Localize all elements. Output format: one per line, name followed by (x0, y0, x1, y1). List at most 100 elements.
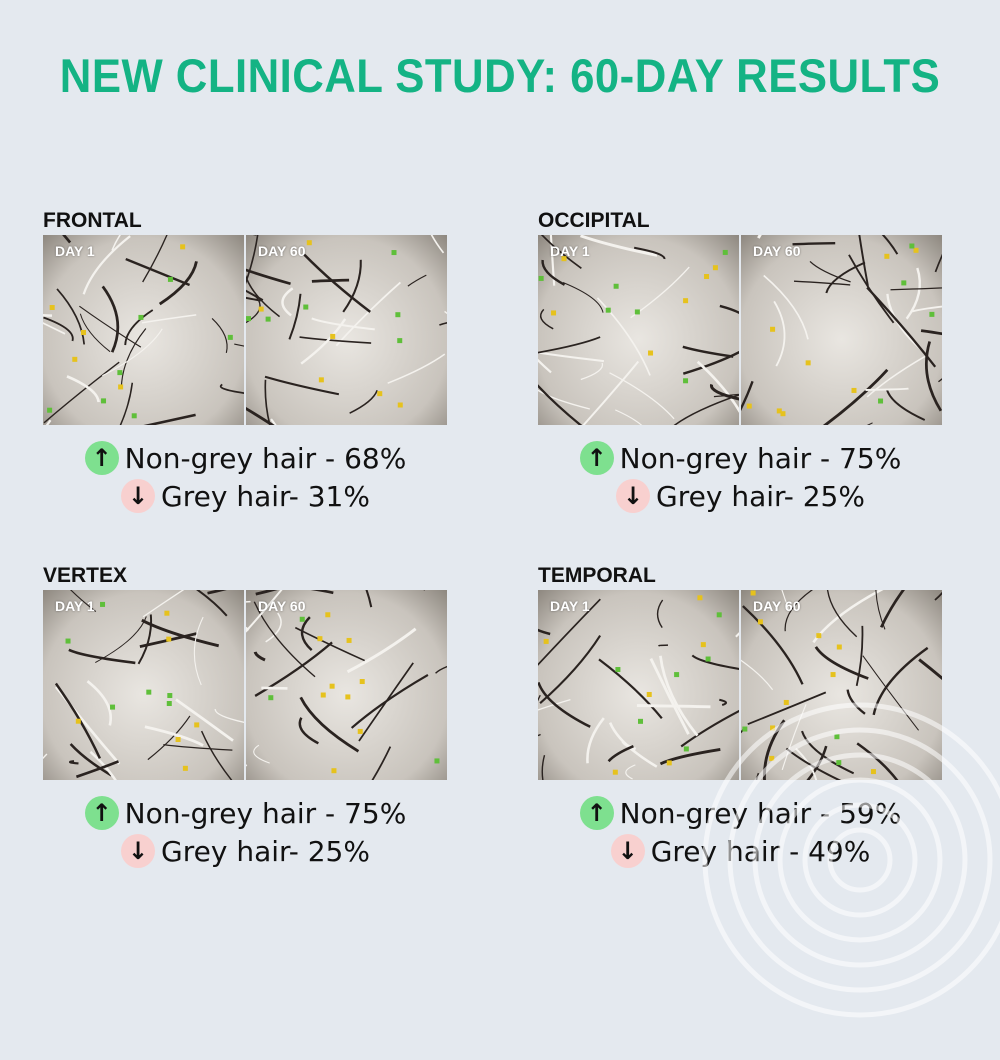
day-label: DAY 1 (55, 598, 95, 614)
hair-strand (683, 347, 733, 357)
hair-strand (445, 311, 447, 359)
hair-strand (265, 380, 279, 425)
hair-marker (648, 351, 653, 356)
day60-photo: DAY 60 (246, 235, 447, 425)
hair-strand (720, 306, 739, 318)
hair-marker (268, 695, 273, 700)
hair-marker (259, 307, 264, 312)
day-label: DAY 1 (550, 598, 590, 614)
hair-marker (330, 684, 335, 689)
hair-marker (914, 248, 919, 253)
hair-marker (194, 722, 199, 727)
hair-marker (246, 316, 251, 321)
hair-strand (246, 602, 251, 604)
hair-marker (398, 402, 403, 407)
hair-strand (868, 235, 897, 254)
hair-strand (436, 659, 447, 673)
hair-strand (43, 312, 52, 316)
hair-marker (167, 701, 172, 706)
hair-strand (538, 304, 551, 373)
hair-strand (254, 745, 270, 763)
hair-strand (538, 682, 590, 726)
hair-marker (614, 284, 619, 289)
day-label: DAY 60 (258, 598, 305, 614)
hair-strand (246, 235, 259, 297)
hair-marker (929, 312, 934, 317)
arrow-down-icon: ↓ (121, 834, 155, 868)
hair-strand (538, 695, 540, 752)
hair-strand (271, 419, 290, 425)
day60-photo: DAY 60 (741, 235, 942, 425)
hair-marker (683, 378, 688, 383)
hair-marker (397, 338, 402, 343)
hair-strand (849, 255, 894, 323)
hair-strand (921, 331, 942, 343)
hair-marker (66, 639, 71, 644)
hair-strand (599, 659, 662, 718)
hair-marker (132, 413, 137, 418)
hair-marker (551, 310, 556, 315)
hair-marker (704, 274, 709, 279)
hair-marker (166, 637, 171, 642)
hair-marker (360, 679, 365, 684)
hair-strand (807, 423, 873, 425)
arrow-up-icon: ↑ (85, 441, 119, 475)
hair-strand (439, 316, 447, 325)
hair-strand (912, 305, 942, 312)
hair-marker (117, 370, 122, 375)
hair-strand (87, 681, 110, 725)
hair-marker (176, 737, 181, 742)
hair-strand (350, 390, 378, 413)
hair-marker (878, 399, 883, 404)
hair-marker (747, 404, 752, 409)
hair-marker (683, 298, 688, 303)
hair-marker (146, 690, 151, 695)
hair-marker (317, 636, 322, 641)
arrow-down-icon: ↓ (121, 479, 155, 513)
hair-strand (301, 697, 359, 751)
hair-strand (810, 261, 851, 281)
hair-marker (47, 408, 52, 413)
hair-strand (581, 236, 658, 256)
hair-strand (538, 734, 541, 755)
panel-label: FRONTAL (43, 209, 448, 235)
hair-strand (44, 362, 119, 423)
hair-strand (103, 286, 118, 352)
hair-marker (138, 315, 143, 320)
hair-marker (606, 308, 611, 313)
hair-marker (319, 377, 324, 382)
hair-marker (697, 595, 702, 600)
day-label: DAY 60 (258, 243, 305, 259)
hair-marker (168, 277, 173, 282)
hair-marker (758, 619, 763, 624)
hair-marker (851, 388, 856, 393)
hair-strand (683, 342, 739, 373)
non-grey-stat: Non-grey hair - 75% (620, 442, 902, 475)
hair-strand (134, 415, 196, 425)
hair-marker (638, 719, 643, 724)
hair-marker (321, 693, 326, 698)
hair-marker (358, 729, 363, 734)
hair-marker (100, 602, 105, 607)
hair-strand (126, 259, 190, 285)
hair-strand (935, 235, 942, 272)
hair-strand (142, 315, 196, 323)
hair-strand (57, 289, 84, 344)
non-grey-stat: Non-grey hair - 68% (125, 442, 407, 475)
hair-marker (307, 240, 312, 245)
hair-marker (118, 384, 123, 389)
hair-marker (76, 719, 81, 724)
hair-strand (212, 318, 227, 352)
hair-strand (359, 663, 413, 741)
day-label: DAY 60 (753, 243, 800, 259)
grey-stat: Grey hair- 25% (656, 480, 865, 513)
hair-marker (701, 642, 706, 647)
panel-label: OCCIPITAL (538, 209, 943, 235)
hair-strand (881, 590, 906, 627)
hair-strand (388, 354, 445, 383)
panel-occipital: OCCIPITAL DAY 1 DAY 60 ↑Non-grey hair - … (538, 209, 943, 515)
hair-marker (345, 694, 350, 699)
hair-marker (901, 280, 906, 285)
hair-strand (266, 613, 281, 642)
hair-strand (774, 301, 784, 366)
